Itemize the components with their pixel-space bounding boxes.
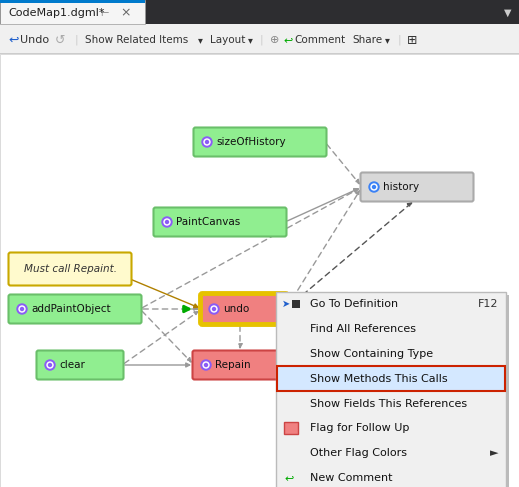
Text: Show Fields This References: Show Fields This References	[310, 398, 467, 409]
Circle shape	[48, 363, 51, 367]
FancyBboxPatch shape	[8, 252, 131, 285]
Text: Go To Definition: Go To Definition	[310, 300, 398, 309]
Text: ▼: ▼	[503, 8, 511, 18]
FancyBboxPatch shape	[154, 207, 286, 237]
Text: undo: undo	[223, 304, 249, 314]
Bar	[0, 53, 519, 54]
Text: history: history	[383, 182, 419, 192]
Circle shape	[203, 362, 209, 368]
FancyBboxPatch shape	[36, 351, 124, 379]
Text: |: |	[260, 35, 264, 45]
FancyBboxPatch shape	[193, 351, 280, 379]
Text: ×: ×	[120, 6, 130, 19]
Text: |: |	[398, 35, 402, 45]
Circle shape	[164, 219, 170, 225]
Circle shape	[20, 307, 23, 311]
Text: Must call Repaint.: Must call Repaint.	[23, 264, 116, 274]
Bar	[0, 54, 519, 487]
Text: Show Related Items: Show Related Items	[85, 35, 188, 45]
Circle shape	[373, 186, 376, 188]
Circle shape	[45, 360, 55, 370]
Text: Layout: Layout	[210, 35, 245, 45]
Text: sizeOfHistory: sizeOfHistory	[216, 137, 285, 147]
Text: Comment: Comment	[294, 35, 345, 45]
Text: Show Methods This Calls: Show Methods This Calls	[310, 374, 447, 384]
Text: Repain: Repain	[215, 360, 251, 370]
Circle shape	[162, 217, 172, 227]
Circle shape	[17, 304, 27, 314]
Bar	[276, 292, 506, 487]
FancyBboxPatch shape	[194, 128, 326, 156]
Text: ↩: ↩	[283, 35, 292, 45]
Circle shape	[371, 184, 377, 190]
Circle shape	[47, 362, 53, 368]
Text: CodeMap1.dgml*: CodeMap1.dgml*	[8, 8, 104, 18]
Bar	[0, 0, 519, 24]
Circle shape	[202, 137, 212, 147]
Text: Other Flag Colors: Other Flag Colors	[310, 448, 407, 458]
FancyBboxPatch shape	[200, 294, 288, 324]
Text: ↩: ↩	[284, 473, 293, 483]
Text: |: |	[75, 35, 78, 45]
Text: F12: F12	[477, 300, 498, 309]
Circle shape	[369, 182, 379, 192]
Text: ▾: ▾	[248, 35, 253, 45]
Circle shape	[212, 307, 215, 311]
Circle shape	[204, 139, 210, 145]
Text: Show Containing Type: Show Containing Type	[310, 349, 433, 359]
Text: clear: clear	[59, 360, 85, 370]
Bar	[0, 24, 519, 54]
Text: ►: ►	[489, 448, 498, 458]
Text: ▾: ▾	[198, 35, 203, 45]
Circle shape	[206, 141, 209, 144]
Text: Find All References: Find All References	[310, 324, 416, 334]
FancyBboxPatch shape	[361, 172, 473, 202]
Text: Flag for Follow Up: Flag for Follow Up	[310, 423, 409, 433]
Text: ⊢: ⊢	[100, 8, 108, 18]
Text: ⊞: ⊞	[407, 34, 417, 46]
Text: ▾: ▾	[385, 35, 390, 45]
Text: ⊕: ⊕	[270, 35, 279, 45]
Text: Undo: Undo	[20, 35, 49, 45]
Circle shape	[211, 306, 217, 312]
Bar	[279, 295, 509, 487]
Circle shape	[204, 363, 208, 367]
Circle shape	[201, 360, 211, 370]
Text: ↺: ↺	[55, 34, 65, 46]
Text: ➤: ➤	[282, 300, 290, 309]
Text: ↩: ↩	[8, 34, 19, 46]
Bar	[0, 0, 145, 24]
Bar	[0, 0, 145, 3]
Circle shape	[19, 306, 25, 312]
Circle shape	[209, 304, 219, 314]
Bar	[292, 300, 300, 308]
Text: PaintCanvas: PaintCanvas	[176, 217, 240, 227]
Text: New Comment: New Comment	[310, 473, 392, 483]
Circle shape	[166, 221, 169, 224]
Bar	[277, 366, 505, 391]
FancyBboxPatch shape	[8, 295, 142, 323]
Bar	[284, 422, 298, 434]
Text: Share: Share	[352, 35, 382, 45]
Text: addPaintObject: addPaintObject	[31, 304, 111, 314]
